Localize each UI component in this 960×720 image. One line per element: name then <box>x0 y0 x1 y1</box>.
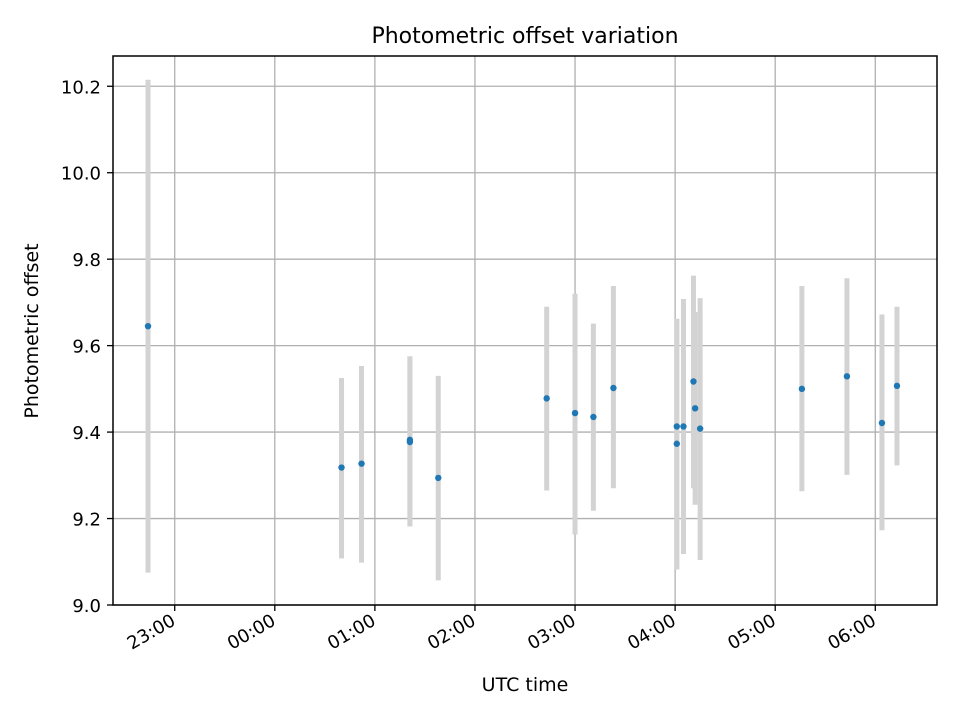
errorbars <box>145 79 900 581</box>
data-point <box>878 419 886 427</box>
y-tick-label: 10.2 <box>61 77 101 98</box>
x-tick-label: 06:00 <box>824 610 879 654</box>
data-point <box>696 425 704 432</box>
x-tick-label: 02:00 <box>424 610 479 654</box>
data-point <box>406 438 414 446</box>
x-tick-label: 05:00 <box>724 610 779 654</box>
data-point <box>893 382 901 390</box>
y-tick-label: 9.8 <box>72 250 101 271</box>
y-axis: 9.0 9.2 9.4 9.6 9.8 10.0 10.2 <box>61 77 113 617</box>
y-tick-label: 9.0 <box>72 596 101 617</box>
data-point <box>680 423 687 430</box>
x-tick-label: 00:00 <box>224 610 279 654</box>
data-point <box>338 464 345 471</box>
grid <box>113 56 937 606</box>
data-point <box>798 385 806 393</box>
y-tick-label: 9.6 <box>72 337 101 358</box>
x-tick-label: 01:00 <box>324 610 379 654</box>
y-axis-label: Photometric offset <box>21 243 43 418</box>
data-point <box>571 409 579 417</box>
plot-frame <box>112 55 938 606</box>
data-point <box>610 384 617 392</box>
data-points <box>144 322 901 482</box>
x-axis-label: UTC time <box>482 674 569 696</box>
data-point <box>144 322 152 330</box>
data-point <box>590 413 597 421</box>
y-tick-label: 9.4 <box>72 423 101 444</box>
data-point <box>690 378 697 385</box>
data-point <box>673 440 680 447</box>
x-tick-label: 03:00 <box>524 610 579 654</box>
y-tick-label: 10.0 <box>61 164 101 185</box>
data-point <box>543 395 550 402</box>
x-axis: 23:00 00:00 01:00 02:00 03:00 04:00 05:00 06:00 <box>124 605 880 654</box>
data-point <box>691 405 699 412</box>
data-point <box>843 373 851 380</box>
x-tick-label: 04:00 <box>624 610 679 654</box>
data-point <box>435 474 442 482</box>
data-point <box>673 423 680 430</box>
x-tick-label: 23:00 <box>124 610 179 654</box>
y-tick-label: 9.2 <box>72 510 101 531</box>
data-point <box>358 460 365 467</box>
chart-title: Photometric offset variation <box>371 24 678 49</box>
